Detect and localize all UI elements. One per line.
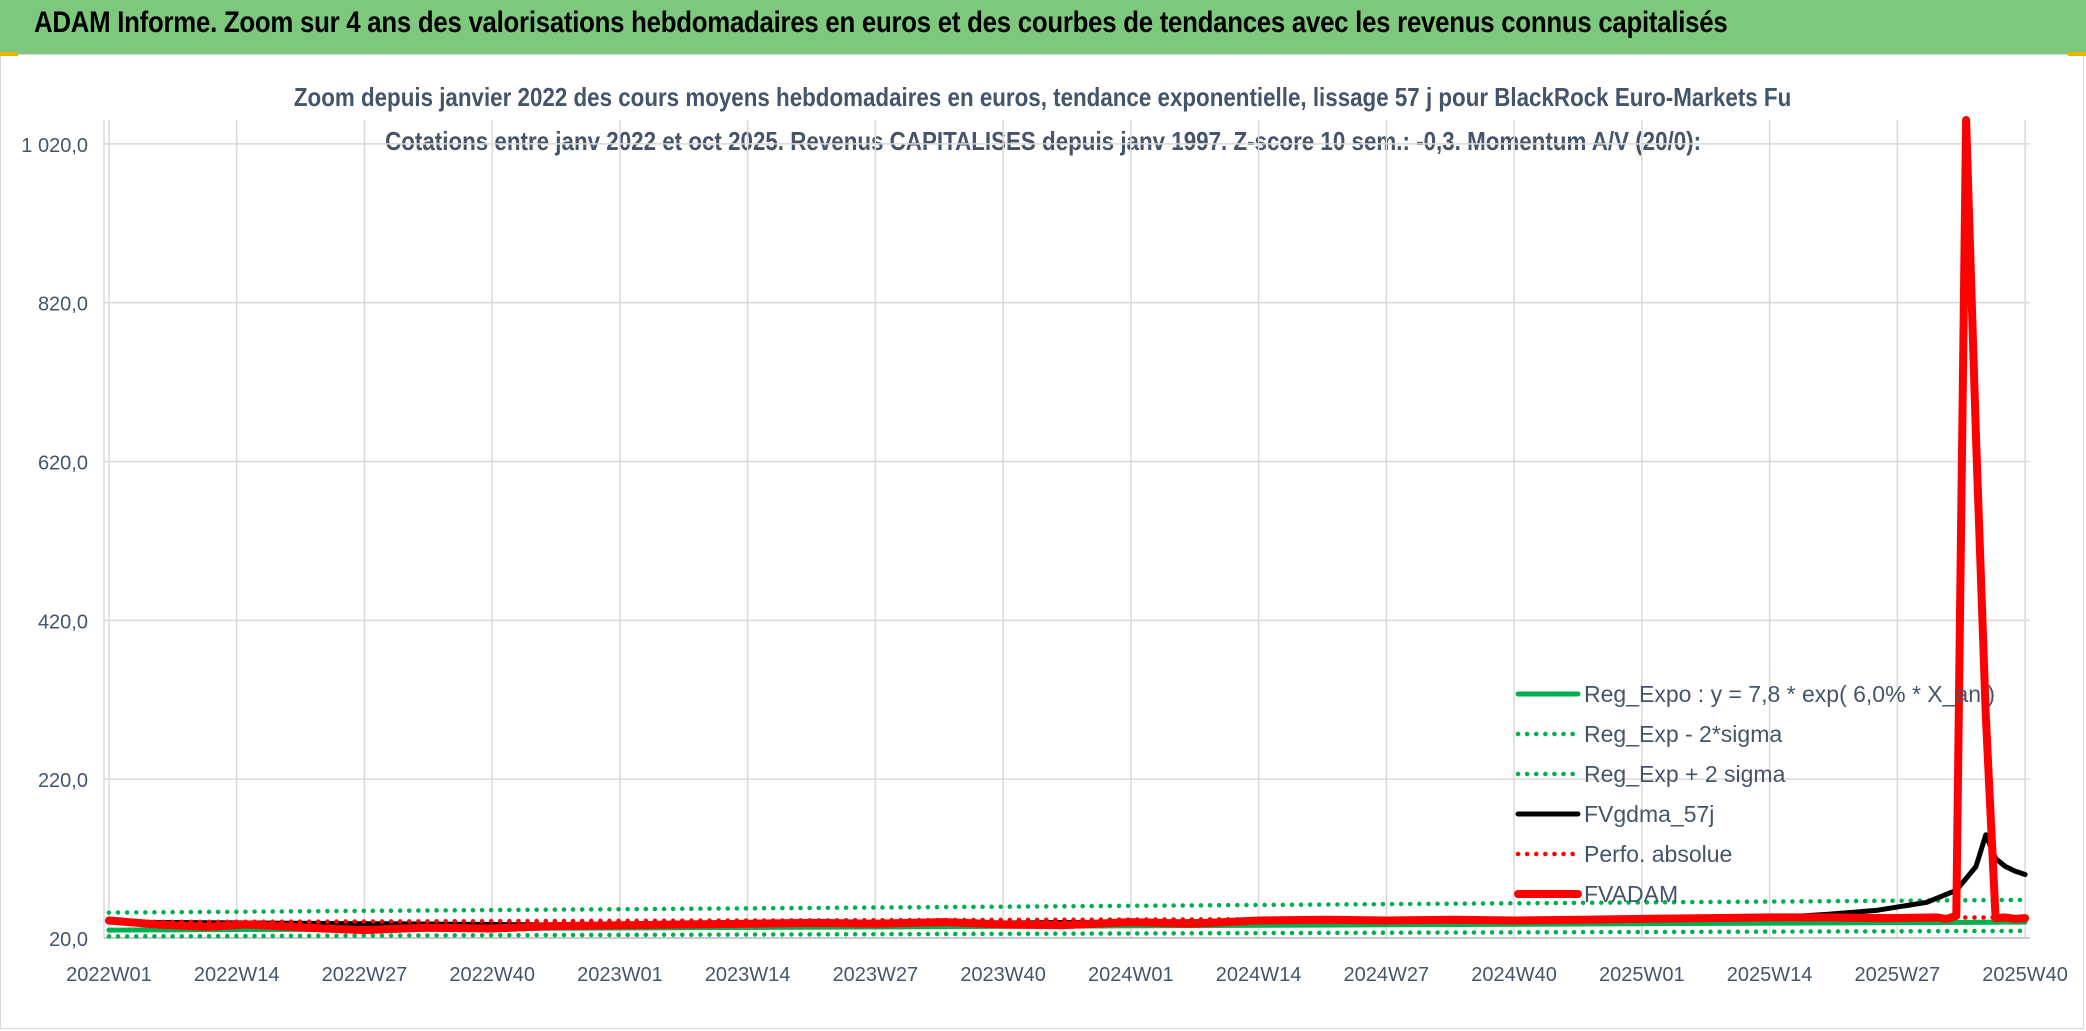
- series-line-3: [106, 832, 2028, 928]
- legend-label-5: FVADAM: [1584, 881, 1678, 907]
- chart-title-line-1-text: Zoom depuis janvier 2022 des cours moyen…: [294, 82, 1792, 112]
- series-line-5: [104, 116, 2030, 935]
- x-tick-label: 2022W14: [194, 964, 280, 986]
- chart-frame: [0, 54, 2084, 1029]
- header-band: [0, 0, 2086, 54]
- legend-label-0: Reg_Expo : y = 7,8 * exp( 6,0% * X_an ): [1584, 681, 1995, 707]
- y-tick-label: 620,0: [38, 452, 88, 474]
- series: [104, 116, 2030, 939]
- legend-label-1: Reg_Exp - 2*sigma: [1584, 721, 1782, 747]
- x-tick-label: 2024W01: [1088, 964, 1174, 986]
- legend-label-4: Perfo. absolue: [1584, 841, 1732, 867]
- y-tick-label: 220,0: [38, 770, 88, 792]
- x-tick-label: 2024W40: [1471, 964, 1557, 986]
- axes: 20,0 220,0 420,0 620,0 820,0 1 020,0 2022W01 20…: [21, 120, 2068, 986]
- frame-corner-left: [0, 52, 18, 56]
- x-tick-label: 2023W14: [705, 964, 791, 986]
- y-tick-label: 820,0: [38, 294, 88, 316]
- x-tick-label: 2025W27: [1855, 964, 1941, 986]
- x-tick-label: 2025W14: [1727, 964, 1813, 986]
- x-tick-label: 2023W40: [960, 964, 1046, 986]
- x-tick-label: 2025W01: [1599, 964, 1685, 986]
- series-line-2: [106, 897, 2028, 915]
- x-tick-label: 2022W01: [66, 964, 152, 986]
- y-tick-label: 20,0: [49, 929, 88, 951]
- x-tick-label: 2024W14: [1216, 964, 1302, 986]
- series-line-4: [106, 915, 2028, 925]
- grid: [104, 120, 2030, 939]
- series-line-1: [106, 928, 2028, 939]
- legend-label-3: FVgdma_57j: [1584, 801, 1714, 827]
- x-tick-label: 2025W40: [1982, 964, 2068, 986]
- x-tick-label: 2022W40: [449, 964, 535, 986]
- header-title: ADAM Informe. Zoom sur 4 ans des valoris…: [34, 6, 1728, 39]
- chart-title-line-2: Cotations entre janv 2022 et oct 2025. R…: [0, 126, 2086, 157]
- y-tick-label: 420,0: [38, 611, 88, 633]
- legend: Reg_Expo : y = 7,8 * exp( 6,0% * X_an ) R…: [1514, 681, 1995, 907]
- x-tick-label: 2023W01: [577, 964, 663, 986]
- x-tick-label: 2022W27: [322, 964, 408, 986]
- frame-corner-right: [2068, 52, 2086, 56]
- chart-title-line-1: Zoom depuis janvier 2022 des cours moyen…: [0, 82, 2086, 113]
- y-tick-label: 1 020,0: [21, 135, 88, 157]
- legend-label-2: Reg_Exp + 2 sigma: [1584, 761, 1786, 787]
- x-tick-label: 2024W27: [1344, 964, 1430, 986]
- x-tick-label: 2023W27: [833, 964, 919, 986]
- chart-title-line-2-text: Cotations entre janv 2022 et oct 2025. R…: [385, 126, 1701, 156]
